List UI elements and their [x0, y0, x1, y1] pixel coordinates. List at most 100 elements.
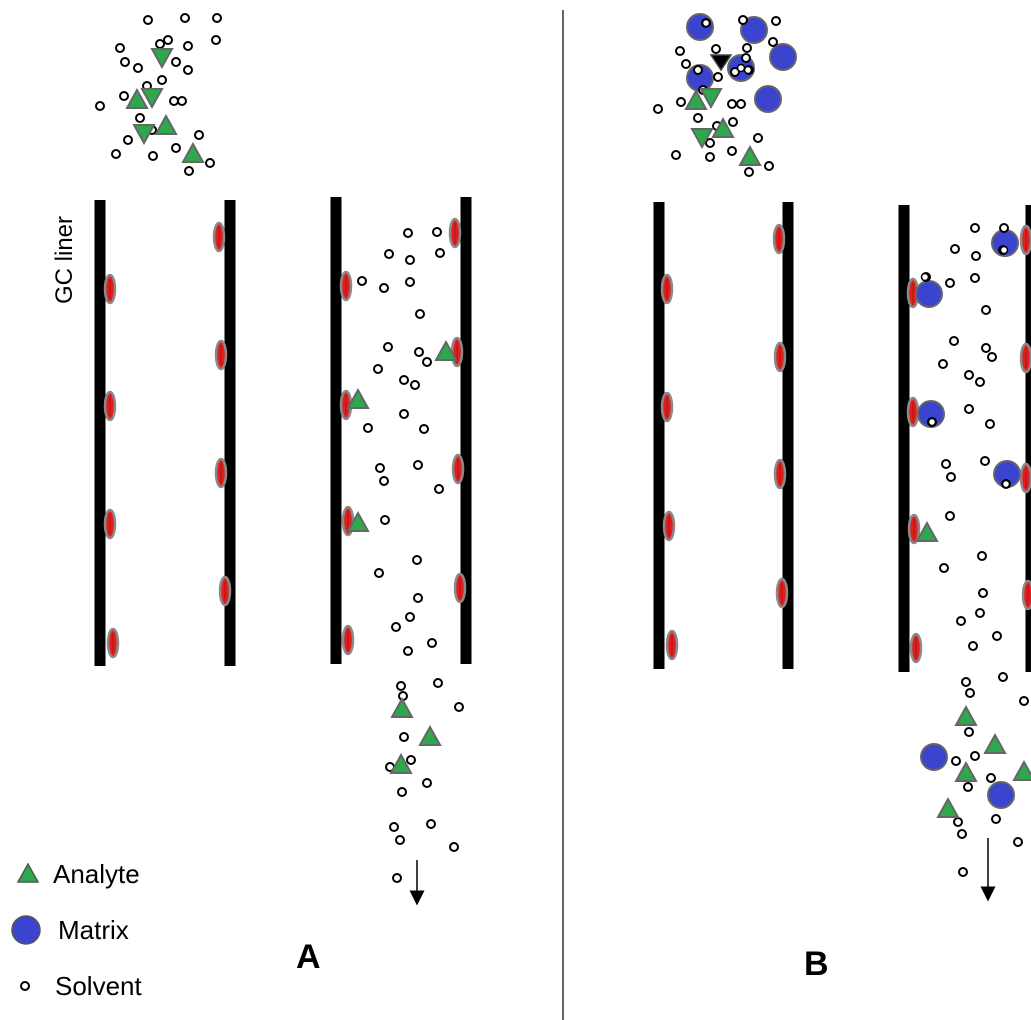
- analyte-particle: [954, 760, 978, 782]
- solvent-particle: [373, 364, 383, 374]
- solvent-particle: [389, 822, 399, 832]
- analyte-particle: [140, 88, 164, 110]
- analyte-particle: [1012, 759, 1031, 781]
- solvent-particle: [403, 228, 413, 238]
- solvent-particle: [419, 424, 429, 434]
- solvent-particle: [119, 91, 129, 101]
- solvent-particle: [414, 347, 424, 357]
- analyte-particle: [936, 796, 960, 818]
- solvent-particle: [427, 638, 437, 648]
- analyte-particle: [915, 520, 939, 542]
- legend-label-solvent: Solvent: [55, 971, 142, 1001]
- solvent-particle: [399, 409, 409, 419]
- solvent-particle: [741, 53, 751, 63]
- solvent-particle: [405, 255, 415, 265]
- solvent-particle: [987, 352, 997, 362]
- solvent-particle: [177, 96, 187, 106]
- solvent-particle: [133, 63, 143, 73]
- solvent-particle: [971, 251, 981, 261]
- solvent-particle: [728, 117, 738, 127]
- solvent-particle: [205, 158, 215, 168]
- solvent-particle: [212, 13, 222, 23]
- solvent-particle: [143, 15, 153, 25]
- solvent-particle: [1013, 837, 1023, 847]
- matrix-particle: [920, 743, 948, 771]
- solvent-particle: [120, 57, 130, 67]
- solvent-particle: [406, 755, 416, 765]
- analyte-particles: [125, 48, 1031, 818]
- solvent-particle: [981, 343, 991, 353]
- analyte-particle: [389, 752, 413, 774]
- solvent-particle: [977, 551, 987, 561]
- solvent-particle: [379, 283, 389, 293]
- analyte-particle: [390, 696, 414, 718]
- solvent-particle: [405, 612, 415, 622]
- solvent-particle: [705, 152, 715, 162]
- solvent-particle: [135, 113, 145, 123]
- solvent-particle: [357, 276, 367, 286]
- solvent-particle: [951, 756, 961, 766]
- solvent-particle: [171, 143, 181, 153]
- solvent-particle: [920, 272, 930, 282]
- solvent-particles: [95, 13, 1029, 883]
- solvent-particle: [964, 370, 974, 380]
- solvent-particle: [958, 867, 968, 877]
- gc-liner-label: GC liner: [51, 216, 78, 304]
- analyte-particle: [346, 510, 370, 532]
- solvent-particle: [693, 113, 703, 123]
- solvent-particle: [956, 616, 966, 626]
- solvent-particle: [95, 101, 105, 111]
- solvent-particle: [183, 41, 193, 51]
- active-site: [1021, 579, 1031, 611]
- solvent-particle: [975, 377, 985, 387]
- solvent-particle: [705, 138, 715, 148]
- solvent-particle: [744, 167, 754, 177]
- solvent-particle: [711, 44, 721, 54]
- analyte-particle: [346, 387, 370, 409]
- legend-label-analyte: Analyte: [53, 859, 140, 889]
- solvent-particle: [123, 135, 133, 145]
- solvent-particle: [970, 273, 980, 283]
- solvent-particle: [968, 641, 978, 651]
- analyte-particle: [690, 128, 714, 150]
- solvent-circle-icon: [20, 981, 30, 991]
- solvent-particle: [454, 702, 464, 712]
- matrix-particle: [915, 280, 943, 308]
- matrix-particle: [917, 400, 945, 428]
- solvent-particle: [701, 18, 711, 28]
- matrix-particle: [686, 13, 714, 41]
- solvent-particle: [194, 130, 204, 140]
- solvent-particle: [965, 688, 975, 698]
- solvent-particle: [961, 677, 971, 687]
- analyte-particle: [132, 124, 156, 146]
- analyte-particle: [699, 88, 723, 110]
- solvent-particle: [981, 305, 991, 315]
- solvent-particle: [970, 751, 980, 761]
- solvent-particle: [764, 161, 774, 171]
- solvent-particle: [396, 681, 406, 691]
- solvent-particle: [391, 622, 401, 632]
- panel-label-a: A: [296, 938, 321, 976]
- solvent-particle: [945, 278, 955, 288]
- solvent-particle: [927, 417, 937, 427]
- solvent-particle: [184, 166, 194, 176]
- solvent-particle: [736, 99, 746, 109]
- liner-wall: [460, 197, 472, 664]
- solvent-particle: [957, 829, 967, 839]
- solvent-particle: [392, 873, 402, 883]
- solvent-particle: [963, 782, 973, 792]
- analyte-particle: [954, 704, 978, 726]
- solvent-particle: [949, 336, 959, 346]
- solvent-particle: [111, 149, 121, 159]
- solvent-particle: [410, 380, 420, 390]
- solvent-particle: [434, 484, 444, 494]
- solvent-particle: [180, 13, 190, 23]
- solvent-particle: [992, 631, 1002, 641]
- solvent-particle: [375, 463, 385, 473]
- solvent-particle: [964, 727, 974, 737]
- matrix-particle: [769, 43, 797, 71]
- analyte-triangle-icon: [16, 862, 40, 883]
- solvent-particle: [986, 773, 996, 783]
- solvent-particle: [403, 646, 413, 656]
- flow-arrows: [409, 838, 996, 906]
